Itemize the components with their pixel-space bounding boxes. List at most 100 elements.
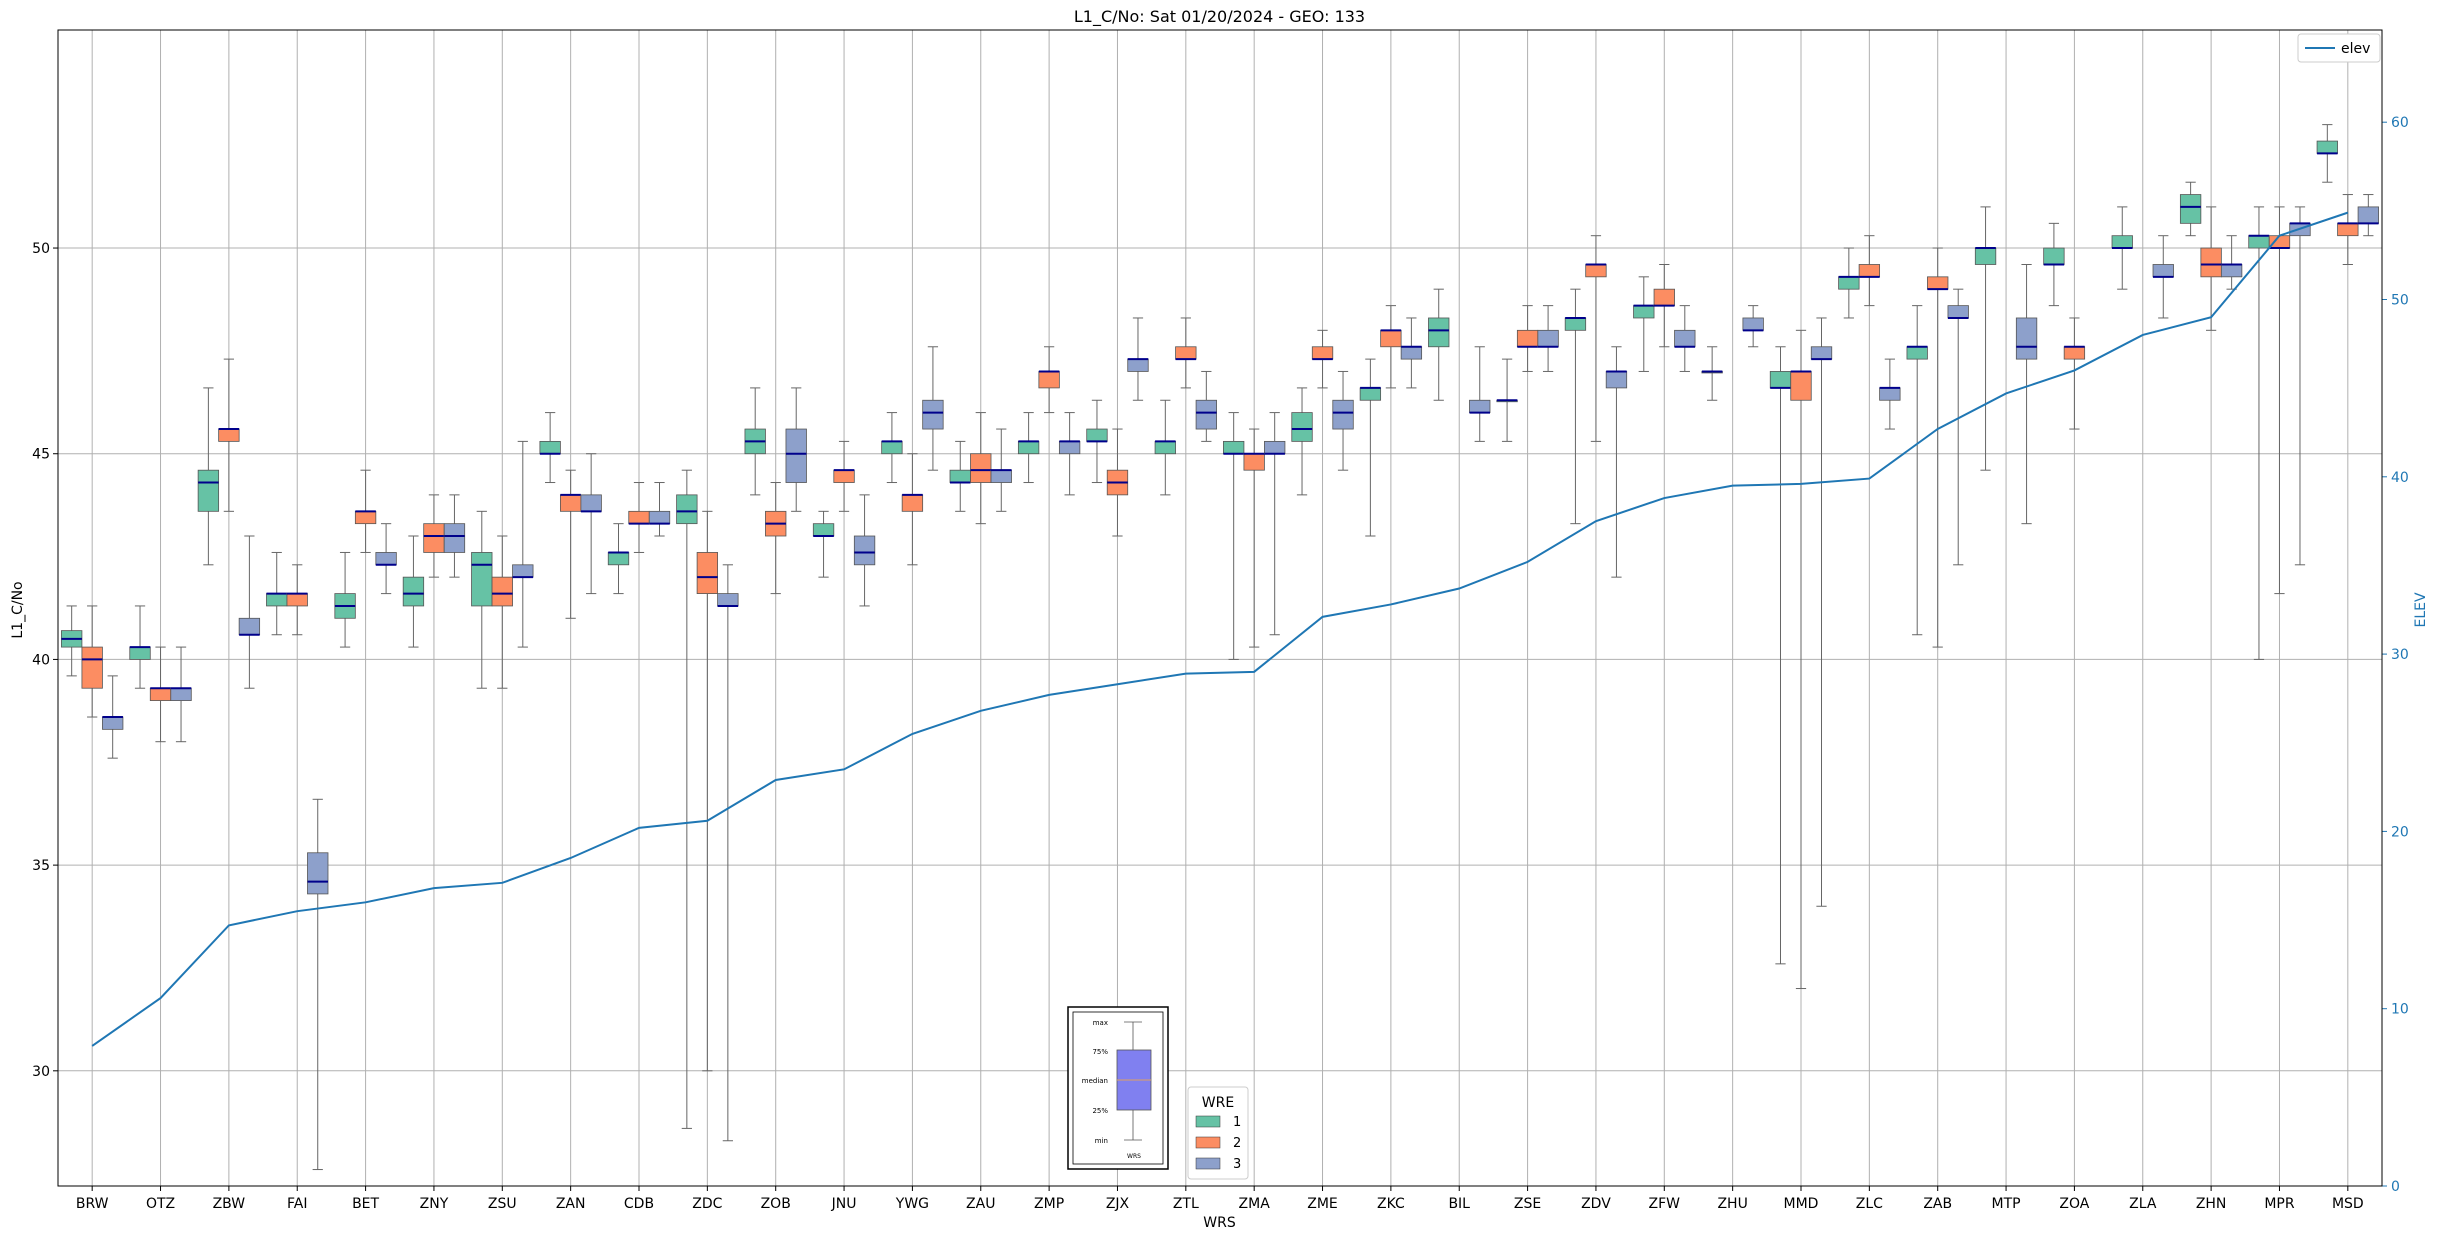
box-2-zmp [1038, 346, 1060, 414]
y-right-tick-label: 0 [2391, 1179, 2400, 1195]
box-3-zla [2152, 235, 2174, 319]
box-2-zsu [491, 535, 513, 689]
box-body [1086, 428, 1108, 442]
wre-legend-swatch-1 [1195, 1115, 1221, 1128]
box-body [785, 428, 807, 483]
box-1-brw [61, 605, 83, 677]
box-body [1537, 329, 1559, 348]
x-tick-label: ZLA [2129, 1196, 2157, 1212]
box-body [2200, 247, 2222, 278]
box-body [1947, 305, 1969, 319]
box-body [1858, 264, 1881, 278]
box-3-zob [785, 387, 807, 512]
box-3-fai [307, 798, 329, 1171]
x-tick-label: BRW [76, 1196, 109, 1212]
y-right-tick-label: 30 [2391, 647, 2409, 663]
box-body [2220, 264, 2243, 278]
box-1-zau [949, 440, 971, 512]
box-body [1974, 247, 1997, 265]
box-body [2268, 235, 2291, 249]
box-3-zny [443, 494, 466, 578]
box-3-zdv [1605, 346, 1628, 578]
box-2-zhn [2200, 206, 2222, 331]
box-body [2248, 235, 2270, 249]
box-body [102, 716, 124, 730]
axes: BRW OTZ ZBW FAI BET ZNY ZSU ZAN CDB ZDC ZOB JNU YWG Z… [32, 29, 2409, 1212]
box-2-zfw [1653, 263, 1675, 348]
box-body [170, 687, 192, 701]
box-1-zma [1223, 412, 1245, 660]
box-3-zkc [1400, 317, 1423, 389]
box-3-zdc [717, 564, 739, 1142]
box-body [2337, 222, 2359, 237]
box-body [1243, 453, 1265, 471]
box-body [1906, 346, 1928, 360]
box-3-jnu [853, 494, 876, 607]
box-body [1742, 317, 1764, 331]
box-3-zmp [1058, 412, 1081, 496]
x-tick-label: ZJX [1106, 1196, 1130, 1212]
box-3-mmd [1810, 317, 1833, 907]
box-1-zmp [1017, 412, 1040, 484]
key-label-max: max [1093, 1019, 1108, 1027]
box-1-cdb [607, 523, 630, 595]
wre-legend-label-3: 3 [1233, 1157, 1241, 1172]
x-tick-label: ZOA [2059, 1196, 2089, 1212]
box-body [1311, 346, 1334, 360]
box-body [2015, 317, 2038, 360]
box-body [2063, 346, 2086, 360]
box-body [81, 646, 103, 689]
x-tick-label: MTP [1992, 1196, 2021, 1212]
box-body [812, 523, 835, 537]
box-body [676, 494, 698, 525]
key-label-75: 75% [1092, 1048, 1108, 1056]
x-axis-label: WRS [1203, 1215, 1236, 1231]
box-2-cdb [628, 482, 650, 553]
x-tick-label: YWG [895, 1196, 929, 1212]
y-axis-right-label: ELEV [2413, 592, 2429, 627]
grid [58, 30, 2382, 1186]
box-1-zhn [2179, 181, 2202, 237]
box-3-zau [990, 428, 1012, 512]
box-body [354, 510, 377, 525]
wre-legend: WRE 1 2 3 [1187, 1086, 1249, 1180]
y-right-tick-label: 50 [2391, 292, 2409, 308]
box-body [1058, 440, 1081, 455]
wre-legend-label-2: 2 [1233, 1136, 1241, 1151]
box-2-ztl [1175, 317, 1197, 389]
y-right-tick-label: 10 [2391, 1002, 2409, 1018]
box-1-mtp [1974, 206, 1997, 471]
box-body [471, 552, 493, 607]
box-body [1154, 440, 1176, 455]
box-body [1359, 387, 1382, 401]
box-2-otz [149, 646, 172, 743]
x-tick-label: FAI [287, 1196, 307, 1212]
x-tick-label: ZAN [556, 1196, 586, 1212]
box-2-zab [1927, 247, 1949, 648]
box-body [2111, 235, 2133, 249]
x-tick-label: BET [352, 1196, 379, 1212]
x-tick-label: ZFW [1649, 1196, 1681, 1212]
box-1-mpr [2248, 206, 2270, 660]
key-label-median: median [1082, 1077, 1108, 1085]
box-body [1291, 412, 1313, 442]
box-1-jnu [812, 510, 835, 578]
box-2-zan [559, 469, 582, 619]
box-body [1633, 305, 1655, 319]
key-label-min: min [1095, 1137, 1108, 1145]
box-body [197, 469, 220, 512]
x-tick-label: BIL [1448, 1196, 1470, 1212]
x-tick-label: ZDV [1581, 1196, 1611, 1212]
box-1-zla [2111, 206, 2133, 290]
box-body [1790, 371, 1812, 401]
box-body [1927, 276, 1949, 290]
box-2-jnu [833, 440, 855, 512]
box-1-zme [1291, 387, 1313, 496]
box-body [970, 453, 992, 483]
box-body [149, 687, 172, 701]
box-body [1264, 440, 1286, 455]
box-body [1769, 371, 1792, 389]
box-2-zbw [218, 358, 240, 512]
box-3-zhu [1742, 305, 1764, 348]
